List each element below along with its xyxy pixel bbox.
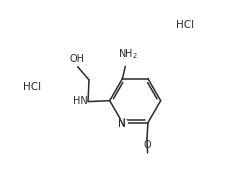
Text: N: N xyxy=(118,118,126,128)
Text: HCl: HCl xyxy=(23,82,42,93)
Text: OH: OH xyxy=(69,55,84,64)
Text: O: O xyxy=(143,140,151,150)
Text: HCl: HCl xyxy=(176,20,194,30)
Text: N: N xyxy=(118,119,125,129)
Text: NH$_2$: NH$_2$ xyxy=(118,47,138,61)
Text: HN: HN xyxy=(73,96,87,106)
